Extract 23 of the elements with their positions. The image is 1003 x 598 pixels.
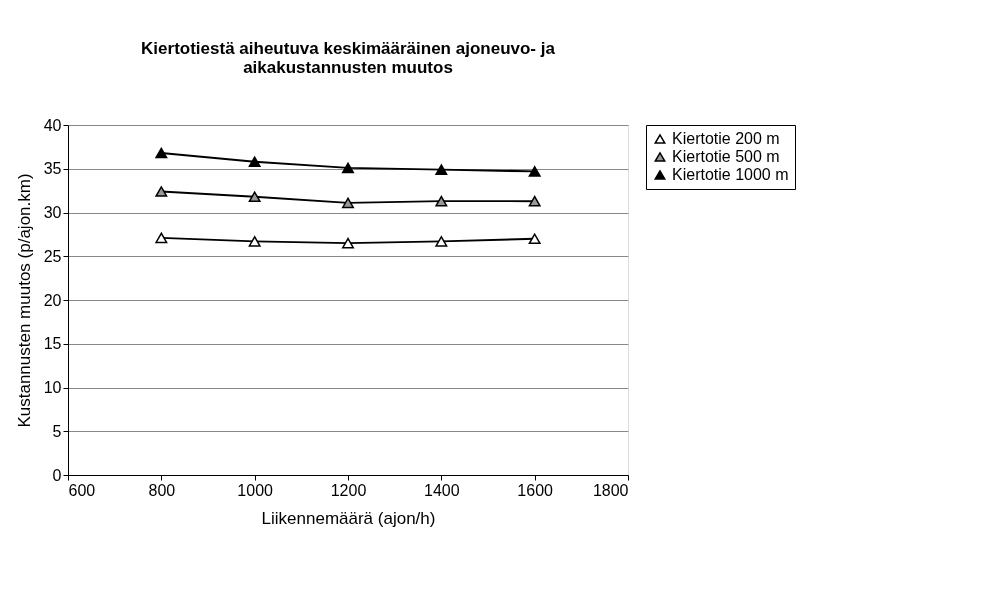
x-axis-title: Liikennemäärä (ajon/h) xyxy=(261,508,436,528)
x-tick-label: 600 xyxy=(68,481,96,499)
y-tick-label: 0 xyxy=(52,466,62,484)
y-axis-title: Kustannusten muutos (p/ajon.km) xyxy=(14,173,34,428)
x-tick-label: 1000 xyxy=(237,481,274,499)
x-tick-label: 1400 xyxy=(424,481,460,499)
text: aikakustannusten muutos xyxy=(243,58,453,77)
text: Kiertotiestä aiheutuva keskimääräinen ajoneuvo- ja xyxy=(141,39,555,58)
x-tick-label: 1600 xyxy=(517,481,554,499)
y-tick-label: 30 xyxy=(43,204,62,221)
y-tick-label: 10 xyxy=(43,379,62,396)
x-tick-label: 1200 xyxy=(330,481,367,499)
legend-label: Kiertotie 1000 m xyxy=(672,166,789,183)
y-tick-label: 15 xyxy=(43,335,62,353)
y-tick-label: 35 xyxy=(43,160,62,178)
y-tick-label: 5 xyxy=(52,422,62,440)
y-tick-label: 40 xyxy=(43,116,62,134)
y-tick-label: 20 xyxy=(43,291,62,309)
y-tick-label: 25 xyxy=(43,247,62,265)
legend-label: Kiertotie 500 m xyxy=(672,148,780,165)
legend-label: Kiertotie 200 m xyxy=(672,130,780,147)
x-tick-label: 800 xyxy=(148,481,176,499)
x-tick-label: 1800 xyxy=(592,481,629,499)
